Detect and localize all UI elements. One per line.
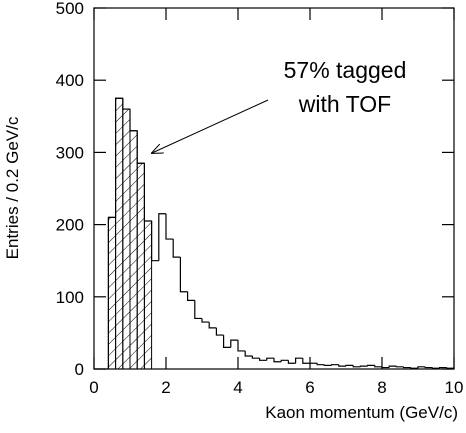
x-tick-label: 8 <box>377 378 386 397</box>
hatched-bar <box>136 162 145 370</box>
y-tick-label: 300 <box>56 143 84 162</box>
histogram-bin <box>172 239 181 258</box>
histogram-bin <box>251 356 260 359</box>
histogram-bin <box>345 364 354 367</box>
histogram-bin <box>201 318 210 323</box>
histogram-bin <box>136 130 145 164</box>
histogram-bin <box>143 163 152 222</box>
histogram-bin <box>259 358 267 361</box>
histogram-bin <box>338 364 346 367</box>
plot-frame <box>93 7 455 370</box>
x-tick-label: 0 <box>89 378 98 397</box>
x-tick-label: 4 <box>233 378 242 397</box>
histogram-bin <box>129 109 138 132</box>
histogram-bin <box>187 291 195 302</box>
histogram-bin <box>417 366 426 369</box>
histogram-bin <box>395 366 404 368</box>
histogram-bin <box>230 339 238 348</box>
hatched-bar <box>143 220 153 370</box>
histogram-bin <box>115 97 123 218</box>
histogram-bin <box>431 367 440 369</box>
histogram-bin <box>287 360 296 364</box>
histogram-bin <box>151 220 159 262</box>
histogram-bin <box>381 366 390 369</box>
histogram-bin <box>215 327 224 336</box>
y-tick-label: 100 <box>56 288 84 307</box>
histogram-bin <box>410 367 418 369</box>
x-axis-label: Kaon momentum (GeV/c) <box>265 403 458 422</box>
y-tick-label: 0 <box>75 360 84 379</box>
histogram-bin <box>367 364 375 367</box>
y-tick-label: 500 <box>56 0 84 18</box>
histogram-bin <box>280 359 289 362</box>
y-tick-label: 400 <box>56 71 84 90</box>
histogram-bin <box>223 335 231 348</box>
histogram-bin <box>302 358 310 364</box>
x-tick-label: 6 <box>305 378 314 397</box>
histogram-bin <box>316 363 325 366</box>
histogram-bin <box>107 216 116 369</box>
x-tick-label: 10 <box>445 378 464 397</box>
histogram-bin <box>403 366 411 369</box>
histogram-bin <box>237 340 246 352</box>
histogram-bin <box>179 257 188 293</box>
histogram-bin <box>374 365 382 368</box>
histogram-bin <box>388 365 397 368</box>
annotation: with TOF <box>298 91 391 117</box>
histogram-bin <box>266 357 274 361</box>
histogram-bin <box>295 357 303 364</box>
histogram-bin <box>158 213 166 261</box>
histogram-bin <box>194 300 202 320</box>
annotation-arrow <box>152 99 269 153</box>
histogram-bin <box>165 213 174 240</box>
hatched-bar <box>107 216 117 370</box>
histogram-bin <box>439 366 447 369</box>
hatched-bar <box>129 130 138 370</box>
y-tick-label: 200 <box>56 216 84 235</box>
histogram-bin <box>359 365 368 367</box>
hatched-bar <box>122 108 131 370</box>
histogram-bin <box>424 366 433 369</box>
y-axis-label: Entries / 0.2 GeV/c <box>3 116 22 259</box>
histogram-bin <box>331 364 339 366</box>
x-tick-label: 2 <box>161 378 170 397</box>
histogram-bin <box>122 98 130 110</box>
histogram-bin <box>273 358 282 363</box>
hatched-bar <box>115 97 124 370</box>
histogram-bin <box>208 322 217 329</box>
histogram-bin <box>352 365 361 368</box>
histogram-bin <box>244 350 253 357</box>
histogram-bin <box>323 364 332 366</box>
annotation: 57% tagged <box>284 57 407 83</box>
